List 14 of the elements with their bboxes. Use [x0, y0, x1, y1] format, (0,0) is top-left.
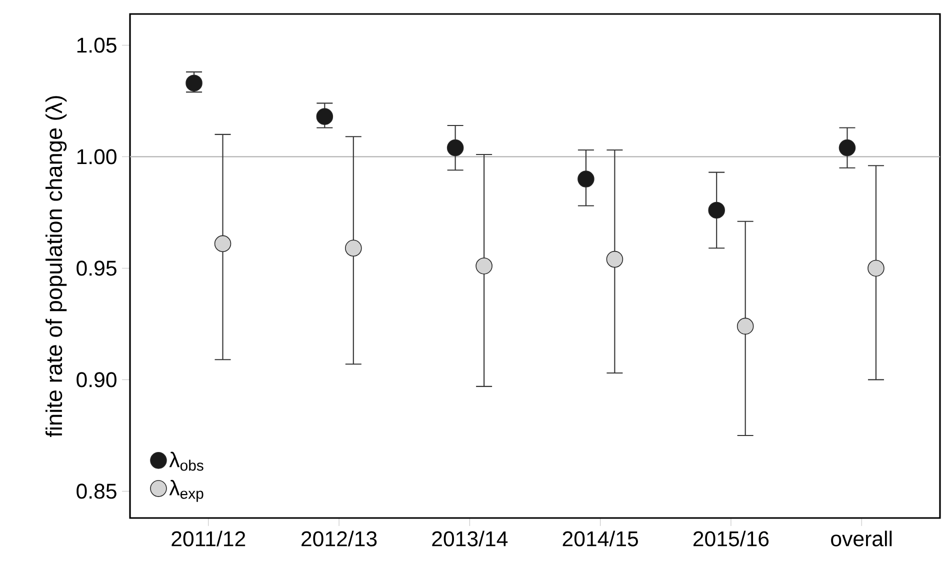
x-tick-label: overall: [831, 530, 892, 546]
y-tick-label: 0.90: [76, 372, 116, 388]
y-tick-label: 0.95: [76, 260, 116, 276]
y-tick-label: 1.00: [77, 149, 116, 164]
legend-label: λ$_{obs}$: [169, 452, 204, 471]
legend-label: λ$_{exp}$: [169, 480, 204, 502]
x-tick-label: 2012/13: [302, 530, 377, 546]
x-tick-label: 2011/12: [172, 530, 246, 546]
x-tick-label: 2014/15: [562, 530, 638, 546]
y-tick-label: 0.85: [76, 484, 116, 499]
y-axis-title: finite rate of population change (λ): [46, 96, 67, 438]
x-tick-label: 2015/16: [693, 530, 769, 546]
x-tick-label: 2013/14: [432, 530, 508, 546]
y-tick-label: 1.05: [77, 38, 116, 53]
